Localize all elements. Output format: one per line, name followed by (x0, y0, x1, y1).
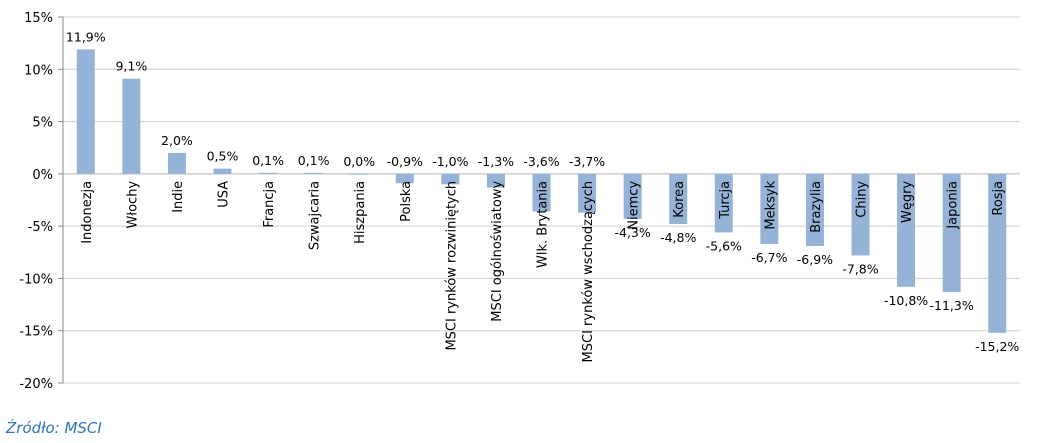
bar-11 (532, 173, 551, 212)
category-label: Turcja (718, 181, 733, 220)
category-label: Francja (262, 181, 277, 228)
bar-15 (714, 173, 733, 233)
value-label: -1,0% (432, 154, 468, 169)
bar-chart: 15% 10% 5% 0% -5% -10% -15% -20% 11,9% 9,1% 2,0% 0… (19, 11, 1020, 392)
bar-14 (669, 173, 688, 225)
category-label: Korea (672, 181, 687, 218)
value-label: 11,9% (66, 29, 106, 44)
y-tick-label: -5% (28, 220, 53, 235)
y-tick-label: -20% (19, 377, 53, 392)
bar-18 (851, 173, 870, 256)
bar-19 (897, 173, 916, 287)
y-tick-label: 10% (24, 63, 53, 78)
value-label: -3,7% (569, 154, 605, 169)
value-label: -11,3% (930, 298, 974, 313)
bars (76, 49, 1007, 333)
value-label: -7,8% (842, 261, 878, 276)
value-label: 0,0% (343, 154, 375, 169)
category-label: Hiszpania (353, 181, 368, 244)
bar-17 (805, 173, 824, 247)
bar-12 (578, 173, 597, 213)
value-label: -4,3% (615, 225, 651, 240)
category-label: MSCI rynków wschodzących (581, 181, 596, 363)
bar-7 (350, 173, 369, 175)
category-label: USA (217, 181, 232, 208)
bar-10 (486, 173, 505, 188)
bar-8 (395, 173, 414, 184)
category-label: Wlk. Brytania (536, 181, 551, 268)
bar-13 (623, 173, 642, 219)
value-label: -3,6% (523, 154, 559, 169)
category-label: Chiny (855, 181, 870, 218)
value-label: -10,8% (884, 293, 928, 308)
category-label: Szwajcaria (308, 181, 323, 250)
value-label: 9,1% (115, 59, 147, 74)
source-note: Źródło: MSCI (6, 419, 102, 437)
y-axis: 15% 10% 5% 0% -5% -10% -15% -20% (19, 11, 64, 392)
value-label: -1,3% (478, 154, 514, 169)
value-label: -15,2% (975, 339, 1019, 354)
category-label: Indie (171, 181, 186, 213)
category-label: Rosja (991, 181, 1006, 216)
data-labels: 11,9%9,1%2,0%0,5% 0,1% 0,1% 0,0% -0,9% -1,0% -… (66, 29, 1020, 353)
value-label: -5,6% (706, 238, 742, 253)
value-label: 0,1% (298, 153, 330, 168)
value-label: -6,9% (797, 252, 833, 267)
bar-3 (167, 152, 186, 174)
bar-4 (213, 168, 232, 174)
bar-9 (441, 173, 460, 185)
y-tick-label: -10% (19, 272, 53, 287)
category-label: Włochy (125, 181, 140, 229)
y-tick-label: 15% (24, 11, 53, 26)
category-labels: Indonezja Włochy Indie USA Francja Szwajcaria… (80, 180, 1006, 362)
category-label: Meksyk (763, 180, 778, 229)
category-label: Brazylia (809, 181, 824, 233)
category-label: Niemcy (627, 181, 642, 230)
bar-2 (122, 78, 141, 174)
value-label: 2,0% (161, 133, 193, 148)
bar-5 (259, 172, 278, 174)
bar-1 (76, 49, 95, 174)
y-tick-label: 0% (32, 168, 53, 183)
bar-16 (760, 173, 779, 244)
bar-21 (988, 173, 1007, 333)
y-tick-label: -15% (19, 325, 53, 340)
y-tick-label: 5% (32, 116, 53, 131)
value-label: -0,9% (387, 154, 423, 169)
category-label: Polska (399, 181, 414, 222)
value-label: -6,7% (751, 250, 787, 265)
category-label: Węgry (900, 181, 915, 223)
bar-20 (942, 173, 961, 293)
category-label: Japonia (946, 181, 961, 230)
value-label: 0,5% (207, 149, 239, 164)
category-label: MSCI ogólnoświatowy (490, 181, 505, 322)
value-label: -4,8% (660, 230, 696, 245)
value-label: 0,1% (252, 153, 284, 168)
category-label: Indonezja (80, 181, 95, 244)
category-label: MSCI rynków rozwiniętych (444, 181, 459, 351)
bar-6 (304, 172, 323, 174)
